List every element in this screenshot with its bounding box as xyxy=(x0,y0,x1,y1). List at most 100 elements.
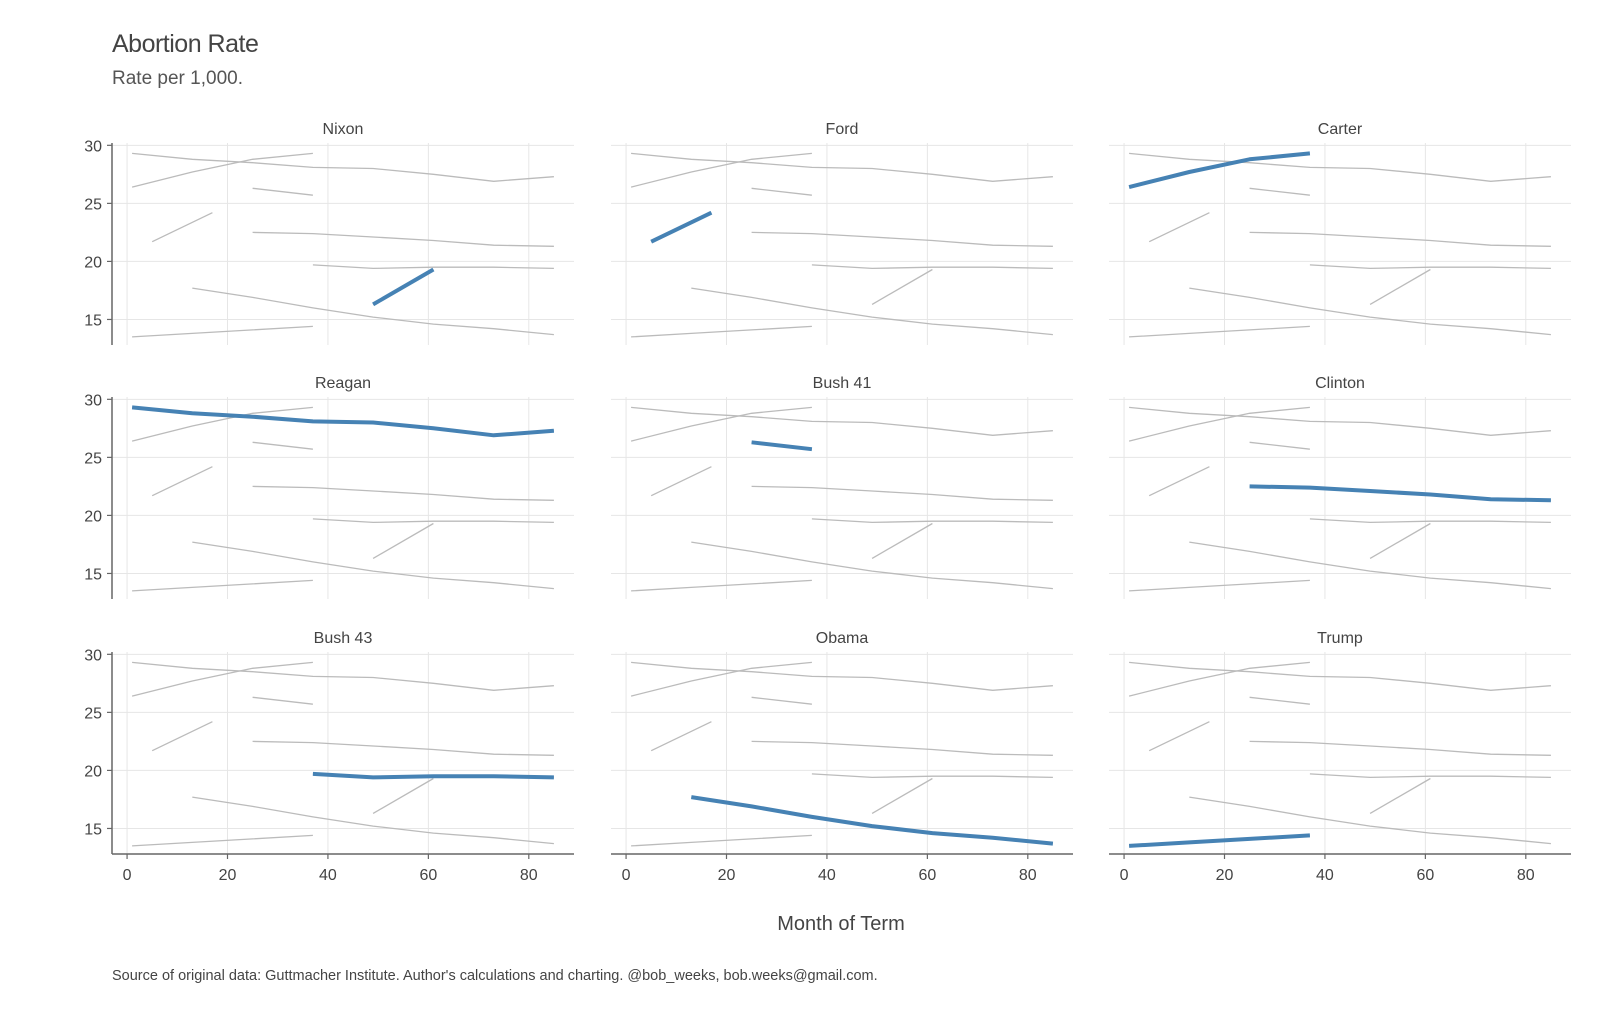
context-line-carter xyxy=(630,661,812,697)
context-line-trump xyxy=(631,325,812,338)
x-tick-label: 40 xyxy=(1316,867,1334,884)
highlight-line-nixon xyxy=(372,267,435,307)
x-tick-label: 60 xyxy=(419,867,437,884)
chart-title: Abortion Rate xyxy=(112,30,259,58)
highlight-line-bush-43 xyxy=(312,771,554,780)
context-line-carter xyxy=(630,152,812,188)
x-tick-label: 80 xyxy=(1019,867,1037,884)
context-line-bush-41 xyxy=(252,696,313,705)
context-line-reagan xyxy=(1129,406,1551,436)
panel-title: Carter xyxy=(1318,121,1363,138)
highlight-line-ford xyxy=(650,210,713,244)
panel-carter: Carter xyxy=(1109,121,1571,345)
panel-obama: Obama 0 20 40 60 80 xyxy=(611,630,1073,884)
x-tick-label: 0 xyxy=(622,867,631,884)
context-line-bush-41 xyxy=(1249,441,1310,450)
context-line-bush-43 xyxy=(811,264,1053,270)
x-tick-label: 0 xyxy=(123,867,132,884)
context-line-clinton xyxy=(1249,231,1551,247)
panel-title: Bush 41 xyxy=(813,375,872,392)
y-tick-label: 25 xyxy=(84,705,102,722)
panel-title: Reagan xyxy=(315,375,371,392)
context-line-nixon xyxy=(871,777,933,814)
panel-bush-43: Bush 43 15 20 25 30 0 20 40 60 80 xyxy=(84,630,574,884)
context-line-nixon xyxy=(372,522,434,559)
context-line-ford xyxy=(151,212,213,243)
context-line-trump xyxy=(132,834,313,847)
context-line-trump xyxy=(132,579,313,592)
context-line-obama xyxy=(1189,541,1551,590)
context-line-trump xyxy=(631,579,812,592)
highlight-line-carter xyxy=(1128,151,1311,190)
context-line-obama xyxy=(192,287,554,336)
context-line-obama xyxy=(192,541,554,590)
y-tick-label: 30 xyxy=(84,647,102,664)
panel-ford: Ford xyxy=(611,121,1073,345)
context-line-reagan xyxy=(631,661,1053,691)
context-line-clinton xyxy=(252,740,554,756)
y-tick-label: 25 xyxy=(84,450,102,467)
context-line-obama xyxy=(1189,796,1551,845)
context-line-bush-43 xyxy=(811,773,1053,779)
context-line-clinton xyxy=(751,485,1053,501)
context-line-trump xyxy=(1129,579,1310,592)
context-line-nixon xyxy=(372,777,434,814)
highlight-line-obama xyxy=(690,795,1054,846)
context-line-carter xyxy=(630,406,812,442)
context-line-bush-41 xyxy=(252,441,313,450)
context-line-bush-41 xyxy=(1249,187,1310,196)
context-line-ford xyxy=(650,466,712,497)
context-line-reagan xyxy=(1129,152,1551,182)
context-line-carter xyxy=(131,152,313,188)
panel-title: Obama xyxy=(816,630,869,647)
context-line-bush-41 xyxy=(1249,696,1310,705)
y-tick-label: 30 xyxy=(84,138,102,155)
x-tick-label: 20 xyxy=(219,867,237,884)
y-tick-label: 15 xyxy=(84,821,102,838)
context-line-ford xyxy=(151,721,213,752)
context-line-clinton xyxy=(252,485,554,501)
context-line-bush-43 xyxy=(312,264,554,270)
context-line-reagan xyxy=(1129,661,1551,691)
y-tick-label: 20 xyxy=(84,508,102,525)
context-line-bush-41 xyxy=(751,696,812,705)
panel-title: Bush 43 xyxy=(314,630,373,647)
context-line-ford xyxy=(1148,212,1210,243)
x-tick-label: 60 xyxy=(918,867,936,884)
highlight-line-clinton xyxy=(1249,484,1551,503)
y-tick-label: 20 xyxy=(84,763,102,780)
context-line-nixon xyxy=(1369,522,1431,559)
y-tick-label: 20 xyxy=(84,254,102,271)
context-line-carter xyxy=(1128,406,1310,442)
y-tick-label: 30 xyxy=(84,392,102,409)
x-axis-title: Month of Term xyxy=(777,913,904,935)
x-tick-label: 80 xyxy=(520,867,538,884)
x-tick-label: 20 xyxy=(1216,867,1234,884)
panel-title: Nixon xyxy=(323,121,364,138)
y-tick-label: 15 xyxy=(84,566,102,583)
y-tick-label: 25 xyxy=(84,196,102,213)
context-line-bush-41 xyxy=(252,187,313,196)
context-line-ford xyxy=(650,721,712,752)
panel-title: Ford xyxy=(826,121,859,138)
source-note: Source of original data: Guttmacher Inst… xyxy=(112,968,878,984)
context-line-obama xyxy=(192,796,554,845)
highlight-line-bush-41 xyxy=(751,440,813,452)
context-line-reagan xyxy=(132,661,554,691)
x-tick-label: 60 xyxy=(1416,867,1434,884)
context-line-bush-43 xyxy=(811,518,1053,524)
context-line-carter xyxy=(131,661,313,697)
highlight-line-reagan xyxy=(131,405,555,438)
context-line-clinton xyxy=(252,231,554,247)
context-line-reagan xyxy=(132,152,554,182)
x-tick-label: 0 xyxy=(1120,867,1129,884)
context-line-bush-43 xyxy=(1309,264,1551,270)
panel-reagan: Reagan 15 20 25 30 xyxy=(84,375,574,599)
context-line-trump xyxy=(132,325,313,338)
context-line-trump xyxy=(631,834,812,847)
context-line-nixon xyxy=(871,522,933,559)
context-line-clinton xyxy=(1249,740,1551,756)
context-line-reagan xyxy=(631,406,1053,436)
context-line-bush-43 xyxy=(1309,518,1551,524)
